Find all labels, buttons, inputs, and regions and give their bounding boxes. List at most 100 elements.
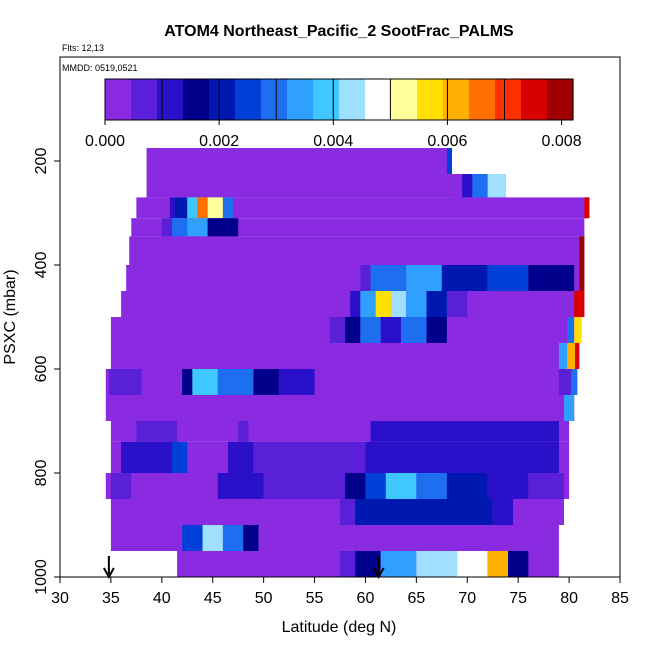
heatmap-cell (169, 197, 176, 219)
colorbar-tick-label: 0.006 (427, 133, 467, 150)
heatmap-cell (452, 174, 463, 198)
heatmap-cell (263, 473, 346, 499)
heatmap-cell (567, 343, 576, 369)
x-tick-label: 30 (51, 590, 69, 607)
heatmap-cell (487, 265, 529, 291)
heatmap-cell (446, 148, 452, 174)
plot-area (102, 148, 590, 580)
heatmap-cell (228, 441, 254, 473)
colorbar-segment (183, 79, 210, 120)
heatmap-cell (187, 218, 208, 237)
colorbar-segment (417, 79, 444, 120)
plot-frame (59, 56, 621, 578)
y-tick-label: 400 (33, 252, 50, 279)
heatmap-cell (567, 317, 575, 343)
heatmap-cell (528, 265, 575, 291)
heatmap-cell (446, 291, 468, 317)
dates-annotation: MMDD: 0519,0521 (62, 63, 138, 73)
heatmap-cell (446, 473, 488, 499)
heatmap-cell (370, 421, 559, 442)
heatmap-cell (579, 265, 585, 291)
colorbar-segment (157, 79, 184, 120)
heatmap-cell (558, 369, 572, 395)
heatmap-cell (579, 236, 585, 265)
heatmap-band (146, 148, 452, 174)
heatmap-cell (574, 291, 585, 317)
heatmap-band (105, 395, 575, 421)
chart-title: ATOM4 Northeast_Pacific_2 SootFrac_PALMS (164, 23, 514, 40)
heatmap-band (110, 343, 580, 369)
heatmap-cell (253, 441, 366, 473)
heatmap-cell (319, 369, 330, 395)
heatmap-cell (360, 291, 376, 317)
heatmap-cell (329, 317, 346, 343)
colorbar-segment (105, 79, 132, 120)
x-tick-label: 55 (306, 590, 324, 607)
x-tick-label: 65 (407, 590, 425, 607)
heatmap-cell (161, 218, 172, 237)
colorbar-segment (209, 79, 236, 120)
heatmap-cell (558, 343, 568, 369)
heatmap-cell (110, 473, 132, 499)
heatmap-cell (426, 291, 447, 317)
y-tick-label: 200 (33, 148, 50, 175)
heatmap-cell (121, 441, 178, 473)
heatmap-cell (207, 218, 239, 237)
heatmap-cell (571, 369, 578, 395)
heatmap-cell (406, 265, 442, 291)
heatmap-cell (385, 473, 417, 499)
heatmap-cell (222, 197, 234, 219)
heatmap-band (105, 369, 578, 395)
colorbar-segment (521, 79, 548, 120)
heatmap-cell (108, 369, 122, 395)
heatmap-cell (253, 369, 279, 395)
heatmap-cell (375, 291, 391, 317)
heatmap-cell (487, 473, 529, 499)
heatmap-band (136, 197, 590, 219)
heatmap-cell (217, 369, 254, 395)
heatmap-cell (457, 551, 488, 577)
heatmap-band (131, 218, 585, 237)
colorbar-segment (469, 79, 496, 120)
heatmap-cell (487, 174, 506, 198)
heatmap-cell (401, 317, 427, 343)
colorbar-segment (313, 79, 340, 120)
y-tick-label: 800 (33, 460, 50, 487)
heatmap-cell (528, 473, 564, 499)
heatmap-cell (182, 369, 193, 395)
heatmap-cell (345, 317, 361, 343)
heatmap-band (129, 236, 585, 265)
heatmap-cell (365, 441, 559, 473)
colorbar-tick-label: 0.008 (542, 133, 582, 150)
x-tick-label: 70 (458, 590, 476, 607)
heatmap-cell (182, 525, 203, 551)
heatmap-cell (340, 499, 356, 525)
colorbar-segment (365, 79, 392, 120)
x-tick-label: 50 (255, 590, 273, 607)
heatmap-cell (355, 499, 493, 525)
colorbar-segment (391, 79, 418, 120)
colorbar-segment (495, 79, 522, 120)
colorbar-segment (235, 79, 262, 120)
heatmap-cell (426, 317, 447, 343)
heatmap-cell (416, 473, 447, 499)
heatmap-cell (406, 291, 427, 317)
heatmap-cell (112, 343, 124, 369)
x-tick-label: 60 (357, 590, 375, 607)
colorbar-frame (104, 78, 574, 121)
x-axis-label: Latitude (deg N) (282, 619, 397, 636)
heatmap-cell (487, 551, 508, 577)
heatmap-cell (472, 174, 488, 198)
heatmap-cell (136, 421, 178, 442)
heatmap-cell (380, 551, 417, 577)
heatmap-cell (172, 441, 188, 473)
heatmap-cell (360, 265, 371, 291)
y-tick-label: 1000 (33, 559, 50, 595)
heatmap-cell (441, 265, 488, 291)
heatmap-cell (360, 317, 381, 343)
heatmap-band (110, 525, 559, 551)
heatmap-cell (584, 197, 590, 219)
heatmap-cell (172, 218, 188, 237)
y-axis-label: PSXC (mbar) (2, 269, 19, 364)
